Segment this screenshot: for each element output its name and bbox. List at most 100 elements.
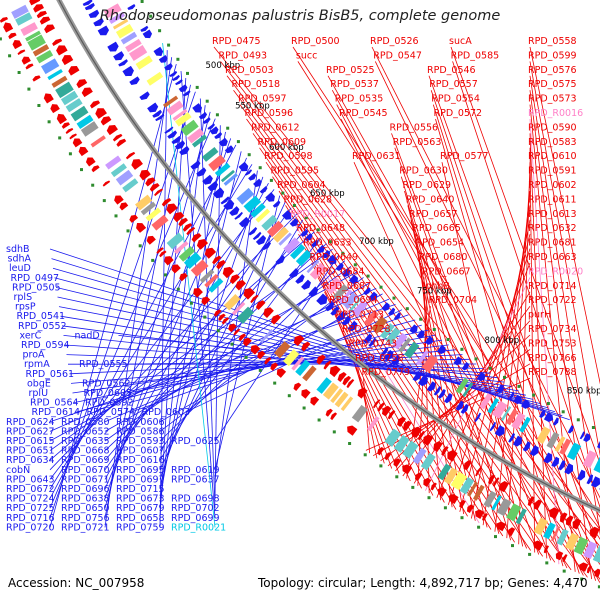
gene-label-forward[interactable]: RPD_0577: [440, 151, 489, 162]
gene-label-reverse[interactable]: sdhB: [6, 244, 30, 255]
gene-label-reverse[interactable]: xerC: [20, 330, 42, 341]
gene-label-forward[interactable]: RPD_0667: [422, 266, 471, 277]
gene-label-forward[interactable]: RPD_R0017: [290, 209, 345, 220]
gene-label-forward[interactable]: RPD_0684: [316, 266, 365, 277]
gene-label-reverse[interactable]: RPD_0607: [116, 446, 165, 457]
gene-label-reverse[interactable]: RPD_0564: [30, 398, 79, 409]
gene-label-reverse[interactable]: RPD_0555: [79, 359, 128, 370]
gene-label-reverse[interactable]: RPD_0715: [116, 484, 165, 495]
gene-label-reverse[interactable]: RPD_0593: [116, 436, 165, 447]
gene-label-forward[interactable]: sucA: [449, 36, 472, 47]
gene-label-reverse[interactable]: proA: [23, 350, 46, 361]
gene-label-forward[interactable]: phhB: [425, 281, 450, 292]
gene-label-reverse[interactable]: RPD_0638: [61, 494, 110, 505]
gene-label-forward[interactable]: RPD_0648: [297, 223, 346, 234]
gene-label-reverse[interactable]: RPD_0651: [6, 446, 55, 457]
gene-label-reverse[interactable]: RPD_R0021: [171, 522, 226, 533]
gene-label-forward[interactable]: RPD_0779: [362, 367, 411, 378]
gene-label-reverse[interactable]: RPD_0658: [116, 513, 165, 524]
gene-label-reverse[interactable]: rplS: [14, 292, 33, 303]
gene-label-forward[interactable]: RPD_0572: [434, 108, 483, 119]
gene-label-forward[interactable]: RPD_0558: [528, 36, 577, 47]
gene-label-reverse[interactable]: RPD_0561: [26, 369, 75, 380]
gene-label-reverse[interactable]: RPD_0679: [116, 503, 165, 514]
gene-labels[interactable]: RPD_0475 RPD_0500 RPD_0526 sucA RPD_0558 RPD_…: [6, 36, 583, 533]
gene-label-reverse[interactable]: RPD_0725: [6, 503, 55, 514]
gene-label-forward[interactable]: RPD_0475: [212, 36, 261, 47]
gene-label-reverse[interactable]: RPD_0756: [61, 513, 110, 524]
gene-label-reverse[interactable]: RPD_0635: [61, 436, 110, 447]
gene-label-reverse[interactable]: RPD_0627: [6, 426, 55, 437]
gene-label-reverse[interactable]: RPD_0605: [84, 388, 133, 399]
gene-label-reverse[interactable]: rpsP: [15, 302, 36, 313]
gene-label-forward[interactable]: RPD_0743: [349, 338, 398, 349]
gene-label-forward[interactable]: RPD_0535: [335, 94, 384, 105]
gene-label-forward[interactable]: RPD_R0020: [528, 266, 583, 277]
gene-label-reverse[interactable]: RPD_0716: [6, 513, 55, 524]
gene-label-reverse[interactable]: rpmA: [24, 359, 50, 370]
gene-label-reverse[interactable]: leuD: [9, 263, 31, 274]
gene-label-reverse[interactable]: cobN: [6, 465, 30, 476]
gene-label-forward[interactable]: RPD_0591: [528, 166, 577, 177]
gene-label-reverse[interactable]: RPD_0615: [6, 436, 55, 447]
gene-label-reverse[interactable]: RPD_0702: [171, 503, 220, 514]
gene-label-reverse[interactable]: RPD_0696: [61, 484, 110, 495]
gene-label-reverse[interactable]: RPD_0606: [116, 417, 165, 428]
gene-label-reverse[interactable]: RPD_0673: [116, 494, 165, 505]
gene-label-reverse[interactable]: RPD_0634: [6, 455, 55, 466]
gene-label-forward[interactable]: RPD_0545: [339, 108, 388, 119]
gene-label-reverse[interactable]: RPD_0586: [116, 426, 165, 437]
gene-label-reverse[interactable]: RPD_0650: [61, 503, 110, 514]
gene-label-reverse[interactable]: RPD_0668: [61, 446, 110, 457]
gene-label-reverse[interactable]: RPD_0669: [61, 455, 110, 466]
gene-label-forward[interactable]: RPD_0557: [429, 79, 478, 90]
gene-label-reverse[interactable]: RPD_0652: [61, 426, 110, 437]
gene-label-reverse[interactable]: RPD_0580: [61, 417, 110, 428]
gene-label-forward[interactable]: RPD_0629: [403, 180, 452, 191]
gene-label-forward[interactable]: RPD_0753: [528, 338, 577, 349]
gene-label-forward[interactable]: RPD_0640: [406, 194, 455, 205]
gene-label-reverse[interactable]: RPD_0562: [82, 378, 131, 389]
gene-label-forward[interactable]: RPD_0493: [219, 50, 268, 61]
gene-label-forward[interactable]: RPD_0604: [277, 180, 326, 191]
gene-label-reverse[interactable]: RPD_0699: [171, 513, 220, 524]
gene-label-forward[interactable]: RPD_0500: [291, 36, 340, 47]
gene-label-forward[interactable]: RPD_0503: [225, 65, 274, 76]
gene-label-reverse[interactable]: RPD_0497: [11, 273, 60, 284]
gene-label-forward[interactable]: RPD_0633: [303, 238, 352, 249]
gene-label-forward[interactable]: RPD_0630: [399, 166, 448, 177]
gene-label-reverse[interactable]: RPD_0619: [171, 465, 220, 476]
gene-label-forward[interactable]: RPD_0583: [528, 137, 577, 148]
gene-label-reverse[interactable]: RPD_0625: [171, 436, 220, 447]
gene-label-reverse[interactable]: RPD_0552: [18, 321, 67, 332]
gene-label-reverse[interactable]: RPD_0643: [6, 474, 55, 485]
gene-label-reverse[interactable]: RPD_0603: [142, 407, 191, 418]
gene-label-reverse[interactable]: RPD_0624: [6, 417, 55, 428]
gene-label-forward[interactable]: RPD_0687: [323, 281, 372, 292]
gene-label-forward[interactable]: RPD_0611: [528, 194, 577, 205]
gene-label-forward[interactable]: RPD_0681: [528, 238, 577, 249]
gene-label-forward[interactable]: succ: [296, 50, 317, 61]
gene-label-reverse[interactable]: RPD_0671: [61, 474, 110, 485]
gene-label-forward[interactable]: RPD_0598: [264, 151, 313, 162]
gene-label-reverse[interactable]: RPD_0505: [12, 282, 61, 293]
gene-label-reverse[interactable]: RPD_0697: [116, 474, 165, 485]
gene-label-reverse[interactable]: rplU: [29, 388, 49, 399]
gene-label-forward[interactable]: RPD_0612: [251, 122, 300, 133]
gene-label-forward[interactable]: RPD_0609: [258, 137, 307, 148]
gene-label-reverse[interactable]: RPD_0592: [85, 398, 134, 409]
gene-label-reverse[interactable]: sdhA: [8, 254, 32, 265]
gene-label-forward[interactable]: RPD_0722: [528, 295, 577, 306]
gene-label-forward[interactable]: RPD_0657: [409, 209, 458, 220]
gene-label-reverse[interactable]: nadD: [75, 330, 100, 341]
gene-label-forward[interactable]: RPD_0766: [528, 353, 577, 364]
gene-label-reverse[interactable]: RPD_0724: [6, 494, 55, 505]
gene-label-forward[interactable]: RPD_0665: [412, 223, 461, 234]
gene-label-forward[interactable]: RPD_0663: [528, 252, 577, 263]
gene-label-forward[interactable]: RPD_0613: [528, 209, 577, 220]
gene-label-forward[interactable]: RPD_0573: [528, 94, 577, 105]
gene-label-forward[interactable]: RPD_0713: [336, 310, 385, 321]
gene-label-reverse[interactable]: RPD_0594: [21, 340, 70, 351]
gene-label-reverse[interactable]: RPD_0574: [87, 407, 136, 418]
gene-label-forward[interactable]: RPD_0602: [528, 180, 577, 191]
